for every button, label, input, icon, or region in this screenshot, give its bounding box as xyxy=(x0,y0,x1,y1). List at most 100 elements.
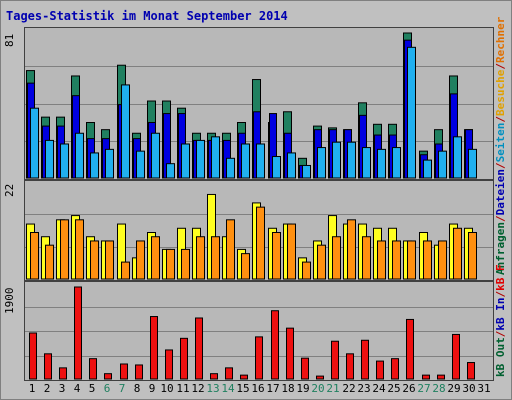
x-tick-label-day-3: 3 xyxy=(58,382,66,395)
x-tick-label-day-7: 7 xyxy=(118,382,126,395)
x-tick-label-day-19: 19 xyxy=(296,382,310,395)
legend-requests-hosts-part-5: / xyxy=(494,116,507,123)
bar-rechner-day-28 xyxy=(438,240,447,280)
bar-rechner-day-14 xyxy=(226,219,235,280)
x-tick-label-day-21: 21 xyxy=(326,382,340,395)
bar-rechner-day-23 xyxy=(362,236,371,280)
bar-kb-f-day-11 xyxy=(180,337,188,380)
y-max-label-top: 81 xyxy=(3,33,16,47)
x-tick-label-day-25: 25 xyxy=(387,382,401,395)
bar-kb-f-day-6 xyxy=(104,373,112,380)
x-axis-labels: 1 2 3 4 5 6 7 8 9 10 11 12 13 14 15 16 17 18 19 20 21 22 23 24 2… xyxy=(24,382,494,398)
bar-seiten-day-30 xyxy=(468,148,477,179)
bar-seiten-day-26 xyxy=(407,46,416,179)
bar-kb-f-day-8 xyxy=(135,364,143,380)
x-tick-label-day-22: 22 xyxy=(342,382,356,395)
bar-seiten-day-21 xyxy=(332,141,341,179)
bar-seiten-day-7 xyxy=(121,84,130,179)
bar-kb-f-day-7 xyxy=(120,363,128,380)
bar-rechner-day-1 xyxy=(30,232,39,280)
bar-rechner-day-9 xyxy=(151,236,160,280)
bar-kb-f-day-4 xyxy=(74,286,82,380)
bar-rechner-day-30 xyxy=(468,232,477,280)
bar-rechner-day-21 xyxy=(332,236,341,280)
x-tick-label-day-20: 20 xyxy=(311,382,325,395)
bar-kb-f-day-28 xyxy=(437,374,445,380)
bar-kb-f-day-17 xyxy=(271,310,279,380)
bar-rechner-day-7 xyxy=(121,261,130,280)
bar-seiten-day-25 xyxy=(392,147,401,179)
x-tick-label-day-1: 1 xyxy=(28,382,36,395)
bar-kb-f-day-24 xyxy=(376,360,384,380)
bar-kb-f-day-19 xyxy=(301,357,309,380)
bar-rechner-day-24 xyxy=(377,240,386,280)
bar-seiten-day-23 xyxy=(362,147,371,179)
bar-rechner-day-10 xyxy=(166,248,175,280)
y-max-label-bottom: 1900 xyxy=(3,287,16,315)
bar-kb-f-day-3 xyxy=(59,367,67,380)
bar-seiten-day-24 xyxy=(377,148,386,179)
bar-seiten-day-27 xyxy=(423,159,432,179)
bar-kb-f-day-2 xyxy=(44,353,52,380)
bar-kb-f-day-25 xyxy=(391,358,399,380)
bar-rechner-day-18 xyxy=(287,223,296,280)
bar-kb-f-day-20 xyxy=(316,375,324,380)
x-tick-label-day-8: 8 xyxy=(133,382,141,395)
legend-kbytes-part-2: kB In xyxy=(494,297,507,331)
x-tick-label-day-10: 10 xyxy=(160,382,174,395)
legend-kbytes-part-4: kB F xyxy=(494,264,507,291)
bar-kb-f-day-9 xyxy=(150,316,158,380)
visits-hosts-chart xyxy=(25,193,493,280)
bar-rechner-day-16 xyxy=(256,206,265,280)
legend-requests-hosts-part-6: Besuche xyxy=(494,69,507,117)
x-tick-label-day-14: 14 xyxy=(221,382,235,395)
x-tick-label-day-30: 30 xyxy=(462,382,476,395)
bar-rechner-day-17 xyxy=(272,232,281,280)
bar-kb-f-day-29 xyxy=(452,333,460,380)
kbytes-panel xyxy=(24,281,494,381)
bar-rechner-day-29 xyxy=(453,227,462,280)
bar-seiten-day-15 xyxy=(241,143,250,179)
bar-seiten-day-2 xyxy=(45,139,54,179)
bar-kb-f-day-5 xyxy=(89,358,97,380)
bar-rechner-day-6 xyxy=(105,240,114,280)
x-tick-label-day-24: 24 xyxy=(372,382,386,395)
y-max-label-middle: 22 xyxy=(3,183,16,197)
bar-rechner-day-5 xyxy=(90,240,99,280)
legend-requests-hosts-part-8: Rechner xyxy=(494,16,507,64)
bar-seiten-day-6 xyxy=(105,148,114,179)
legend-requests-hosts-part-3: / xyxy=(494,162,507,170)
x-tick-label-day-29: 29 xyxy=(447,382,461,395)
x-tick-label-day-31: 31 xyxy=(477,382,491,395)
legend-requests-hosts-part-2: Dateien xyxy=(494,169,507,216)
bar-kb-f-day-21 xyxy=(331,340,339,380)
x-tick-label-day-28: 28 xyxy=(432,382,446,395)
x-tick-label-day-9: 9 xyxy=(148,382,156,395)
bar-seiten-day-1 xyxy=(30,107,39,179)
legend-kbytes-part-0: kB Out xyxy=(494,337,507,377)
bar-rechner-day-26 xyxy=(407,240,416,280)
x-tick-label-day-15: 15 xyxy=(236,382,250,395)
x-tick-label-day-12: 12 xyxy=(191,382,205,395)
bar-kb-f-day-30 xyxy=(467,362,475,380)
bar-rechner-day-25 xyxy=(392,240,401,280)
bar-kb-f-day-18 xyxy=(286,327,294,380)
bar-seiten-day-5 xyxy=(90,152,99,179)
bar-seiten-day-29 xyxy=(453,136,462,179)
x-tick-label-day-26: 26 xyxy=(402,382,416,395)
bar-kb-f-day-12 xyxy=(195,317,203,380)
x-tick-label-day-5: 5 xyxy=(88,382,96,395)
bar-rechner-day-12 xyxy=(196,236,205,280)
bar-kb-f-day-22 xyxy=(346,353,354,380)
bar-kb-f-day-27 xyxy=(422,374,430,380)
bar-kb-f-day-16 xyxy=(255,336,263,380)
x-tick-label-day-11: 11 xyxy=(176,382,190,395)
chart-title: Tages-Statistik im Monat September 2014 xyxy=(6,9,288,23)
requests-files-pages-chart xyxy=(25,32,493,179)
legend-kbytes-part-1: / xyxy=(494,330,507,338)
bar-seiten-day-13 xyxy=(211,136,220,179)
bar-seiten-day-3 xyxy=(60,143,69,179)
bar-rechner-day-13 xyxy=(211,236,220,280)
x-tick-label-day-2: 2 xyxy=(43,382,51,395)
bar-seiten-day-11 xyxy=(181,143,190,179)
